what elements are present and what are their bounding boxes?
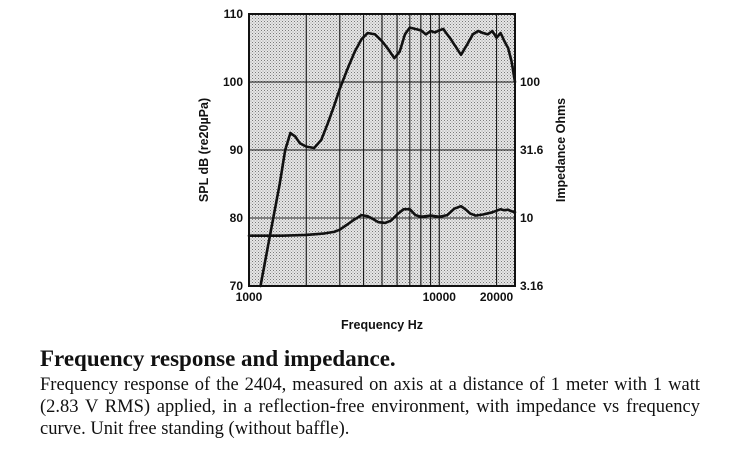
grid (248, 13, 515, 287)
series-line-spl (259, 26, 517, 288)
y2-tick-label: 31.6 (520, 143, 544, 157)
y-axis-label: SPL dB (re20µPa) (197, 98, 211, 202)
series-lines (247, 26, 517, 288)
caption-body: Frequency response of the 2404, measured… (40, 375, 700, 439)
y-tick-label: 100 (223, 75, 243, 89)
y2-tick-label: 100 (520, 75, 540, 89)
x-tick-label: 10000 (423, 290, 457, 304)
y2-tick-label: 3.16 (520, 279, 544, 293)
x-tick-label: 1000 (236, 290, 263, 304)
y-tick-label: 110 (224, 7, 244, 21)
y-tick-label: 80 (230, 211, 244, 225)
x-tick-label: 20000 (480, 290, 514, 304)
x-axis-label: Frequency Hz (341, 318, 423, 332)
y2-tick-label: 10 (520, 211, 534, 225)
y-tick-label: 70 (230, 279, 244, 293)
y-tick-label: 90 (230, 143, 244, 157)
y2-axis-label: Impedance Ohms (554, 98, 568, 202)
figure-caption: Frequency response and impedance. Freque… (40, 345, 700, 440)
series-line-impedance (247, 204, 517, 237)
plot-frame (248, 13, 516, 287)
caption-title: Frequency response and impedance. (40, 346, 396, 371)
tick-labels: 70 80 90 100 110 3.16 10 31.6 100 1000 10000 20000 (223, 7, 544, 304)
